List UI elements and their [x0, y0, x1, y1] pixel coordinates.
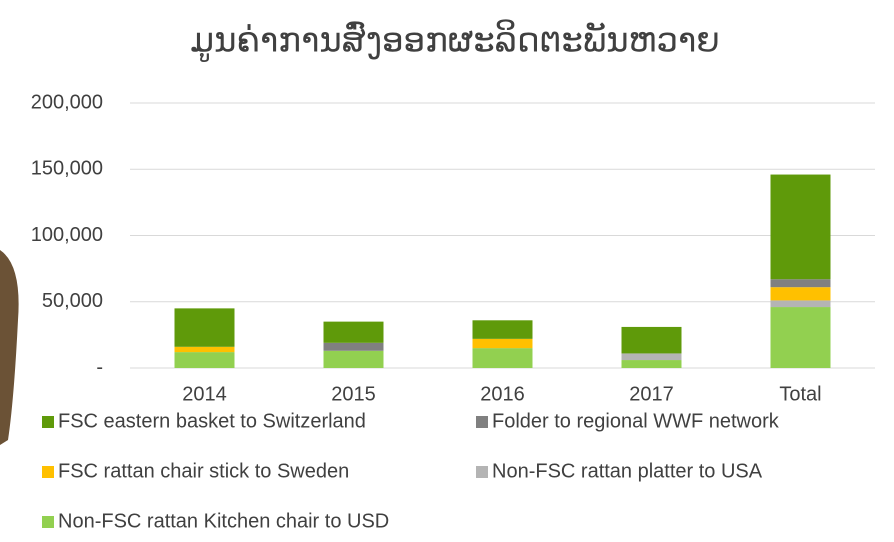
bar-segment: [175, 308, 235, 346]
legend-label: FSC eastern basket to Switzerland: [58, 410, 366, 432]
legend-label: FSC rattan chair stick to Sweden: [58, 460, 349, 482]
bar-segment: [473, 348, 533, 368]
bar-segment: [473, 320, 533, 339]
y-tick-label: 50,000: [42, 290, 103, 312]
bar-segment: [771, 300, 831, 307]
y-tick-label: 150,000: [31, 158, 103, 180]
bar-segment: [324, 343, 384, 351]
bar-segment: [175, 347, 235, 352]
x-tick-label: Total: [779, 383, 821, 405]
bar-segment: [771, 175, 831, 280]
bar-segment: [324, 351, 384, 368]
legend-swatch: [42, 466, 54, 478]
bar-segment: [771, 307, 831, 368]
legend-label: Non-FSC rattan platter to USA: [492, 460, 763, 482]
bar-segment: [622, 327, 682, 354]
x-tick-label: 2017: [629, 383, 674, 405]
bar-segment: [622, 353, 682, 360]
legend-swatch: [42, 516, 54, 528]
x-tick-label: 2016: [480, 383, 525, 405]
bar-segment: [771, 279, 831, 287]
bar-segment: [622, 360, 682, 368]
y-tick-label: 200,000: [31, 91, 103, 113]
photo-fragment: [0, 250, 19, 445]
y-tick-label: -: [96, 356, 103, 378]
bar-segment: [175, 352, 235, 368]
legend-label: Folder to regional WWF network: [492, 410, 780, 432]
bar-segment: [473, 339, 533, 348]
legend-label: Non-FSC rattan Kitchen chair to USD: [58, 510, 389, 532]
x-tick-label: 2014: [182, 383, 227, 405]
bar-segment: [771, 287, 831, 300]
x-tick-label: 2015: [331, 383, 376, 405]
chart-title: ມູນຄ່າການສົ່ງອອກຜະລິດຕະພັນຫວາຍ: [190, 19, 719, 61]
y-tick-label: 100,000: [31, 224, 103, 246]
bar-segment: [324, 322, 384, 343]
legend-swatch: [476, 416, 488, 428]
legend-swatch: [42, 416, 54, 428]
legend-swatch: [476, 466, 488, 478]
chart: ມູນຄ່າການສົ່ງອອກຜະລິດຕະພັນຫວາຍ - 50,000 10…: [0, 0, 894, 542]
